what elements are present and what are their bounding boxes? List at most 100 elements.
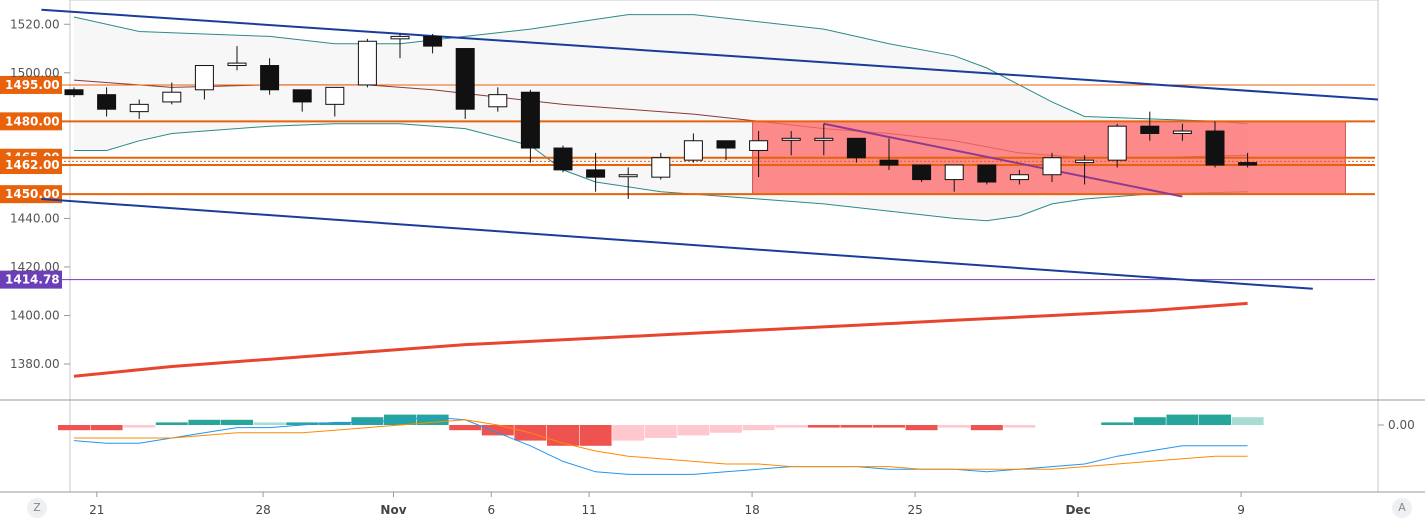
candle-body-down bbox=[455, 48, 475, 110]
candle-body-up bbox=[651, 157, 671, 178]
candle-body-up bbox=[1107, 125, 1127, 161]
candle-body-up bbox=[749, 140, 769, 151]
candle bbox=[618, 167, 638, 199]
candle-body-down bbox=[292, 89, 312, 103]
candle bbox=[977, 164, 997, 185]
moving-average-line bbox=[73, 301, 1248, 378]
macd-histogram-bar bbox=[742, 425, 775, 431]
candle-body-down bbox=[977, 164, 997, 183]
candle-body-up bbox=[944, 164, 964, 181]
macd-histogram-bar bbox=[253, 422, 286, 425]
candle bbox=[1075, 155, 1095, 185]
macd-histogram-bar bbox=[351, 417, 384, 425]
candle-body-up bbox=[162, 91, 182, 103]
candle-body-down bbox=[260, 65, 280, 91]
candle bbox=[1205, 121, 1225, 168]
macd-histogram-bar bbox=[612, 425, 645, 441]
channel-upper-line bbox=[41, 8, 1379, 101]
x-tick-label: 11 bbox=[581, 503, 596, 517]
macd-histogram-bar bbox=[807, 425, 840, 428]
price-tag bbox=[0, 156, 62, 175]
macd-histogram-bar bbox=[1231, 417, 1264, 425]
candle bbox=[129, 99, 149, 119]
candle-body-down bbox=[586, 169, 606, 178]
macd-histogram-bar bbox=[188, 419, 221, 425]
candle bbox=[781, 131, 801, 156]
candle bbox=[879, 138, 899, 170]
candle-body-up bbox=[1009, 174, 1029, 181]
candle-body-down bbox=[716, 140, 736, 149]
macd-histogram-bar bbox=[221, 419, 253, 425]
candle-body-up bbox=[390, 35, 410, 40]
candlesticks bbox=[64, 33, 1258, 199]
macd-histogram-bar bbox=[481, 425, 514, 436]
macd-signal-line bbox=[74, 419, 1248, 470]
candle-body-down bbox=[1238, 162, 1258, 166]
candle-body-down bbox=[553, 147, 573, 171]
candle-body-down bbox=[1205, 130, 1225, 166]
candle-body-up bbox=[129, 103, 149, 113]
candle-body-up bbox=[1172, 130, 1192, 134]
x-tick-label: 9 bbox=[1237, 503, 1245, 517]
candle bbox=[455, 48, 475, 119]
candle bbox=[683, 133, 703, 163]
candle-body-up bbox=[781, 137, 801, 141]
macd-histogram-bar bbox=[90, 425, 123, 431]
candle bbox=[749, 131, 769, 178]
macd-histogram-bar bbox=[873, 425, 905, 428]
candle bbox=[292, 89, 312, 112]
auto-scale-button[interactable]: A bbox=[1392, 498, 1412, 518]
macd-histogram-bar bbox=[579, 425, 612, 446]
macd-histogram-bar bbox=[123, 425, 156, 428]
candle-body-up bbox=[325, 86, 345, 105]
candle bbox=[390, 33, 410, 59]
candle-body-up bbox=[1075, 159, 1095, 164]
y-tick-label: 1500.00 bbox=[10, 66, 60, 80]
macd-histogram-bar bbox=[318, 422, 351, 425]
price-tag-label: 1462.00 bbox=[5, 158, 60, 172]
macd-histogram-bar bbox=[775, 425, 808, 428]
x-tick-label: 25 bbox=[907, 503, 922, 517]
macd-histogram-bar bbox=[1003, 425, 1036, 428]
price-tag bbox=[0, 75, 62, 94]
macd-histogram-bar bbox=[1199, 414, 1231, 425]
x-tick-label: 6 bbox=[487, 503, 495, 517]
macd-histogram-bar bbox=[449, 425, 482, 431]
price-tag-label: 1450.00 bbox=[5, 187, 60, 201]
candle-body-down bbox=[1140, 125, 1160, 134]
y-tick-label: 1380.00 bbox=[10, 357, 60, 371]
candle bbox=[846, 137, 866, 163]
macd-histogram-bar bbox=[840, 425, 873, 428]
candle bbox=[97, 87, 117, 117]
candle-body-down bbox=[97, 94, 117, 110]
candle bbox=[651, 152, 671, 180]
moving-average bbox=[73, 301, 1248, 378]
candle bbox=[586, 152, 606, 192]
x-tick-label: 28 bbox=[255, 503, 270, 517]
candle bbox=[325, 86, 345, 117]
candle bbox=[194, 65, 214, 100]
trendlines bbox=[41, 8, 1379, 290]
candle-body-down bbox=[64, 89, 84, 96]
y-tick-label: 1440.00 bbox=[10, 211, 60, 225]
macd-histogram-bar bbox=[1166, 414, 1199, 425]
candle bbox=[64, 87, 84, 98]
candle-body-down bbox=[879, 159, 899, 166]
x-tick-label: Nov bbox=[380, 503, 406, 517]
purple-trendline bbox=[823, 122, 1183, 198]
candle bbox=[488, 87, 508, 112]
candle-body-up bbox=[683, 140, 703, 161]
candle bbox=[1042, 152, 1062, 183]
candle-body-up bbox=[227, 62, 247, 67]
left-corner-button[interactable]: Z bbox=[27, 498, 47, 518]
price-tag-label: 1495.00 bbox=[5, 78, 60, 92]
candle-body-up bbox=[618, 174, 638, 178]
macd-histogram-bar bbox=[938, 425, 971, 428]
macd-zero-label: 0.00 bbox=[1388, 418, 1415, 432]
macd-histogram-bar bbox=[970, 425, 1003, 431]
y-tick-label: 1400.00 bbox=[10, 308, 60, 322]
candle-body-down bbox=[846, 137, 866, 159]
candle bbox=[814, 123, 834, 156]
candle bbox=[1107, 123, 1127, 168]
